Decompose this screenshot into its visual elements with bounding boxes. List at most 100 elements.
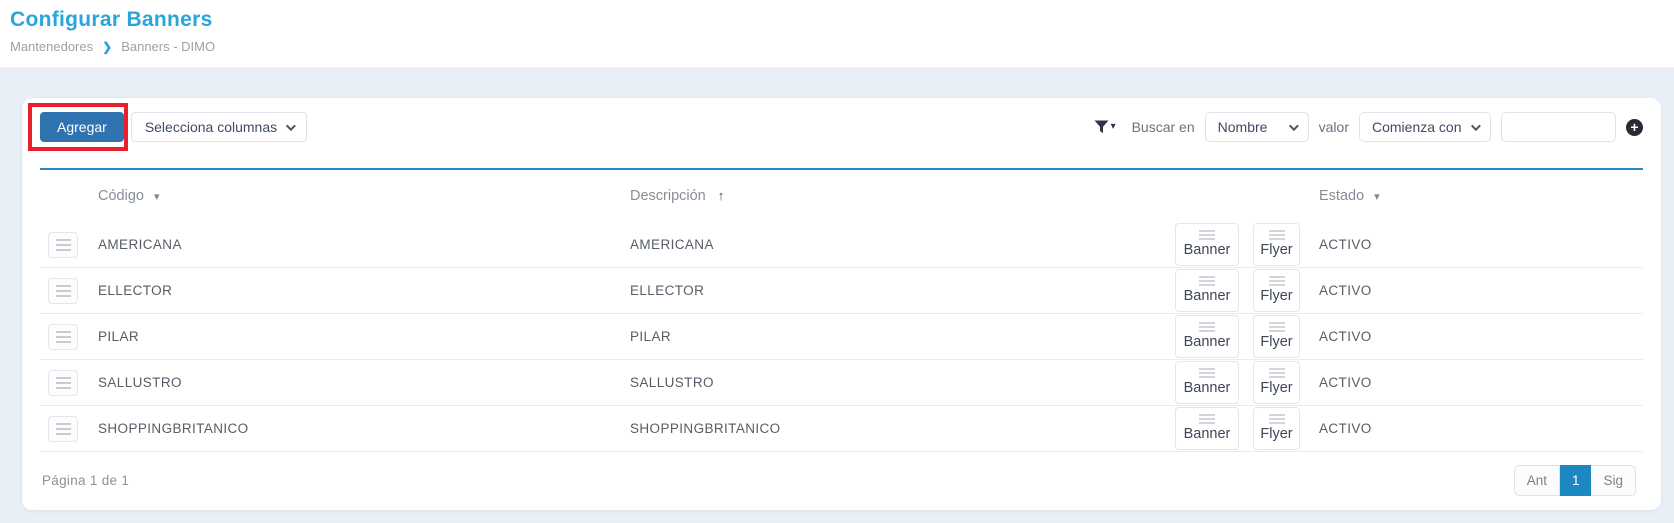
table-row: ELLECTOR ELLECTOR Banner Flyer ACTIVO [40,268,1643,314]
search-operator-value: Comienza con [1372,119,1462,135]
flyer-button[interactable]: Flyer [1253,223,1300,266]
chevron-down-icon [1288,120,1299,131]
flyer-button[interactable]: Flyer [1253,407,1300,450]
table-row: PILAR PILAR Banner Flyer ACTIVO [40,314,1643,360]
search-field-value: Nombre [1217,119,1268,135]
search-field-select[interactable]: Nombre [1204,112,1309,142]
banner-button[interactable]: Banner [1175,407,1239,450]
table-footer: Página 1 de 1 Ant 1 Sig [40,452,1643,508]
cell-estado: ACTIVO [1319,283,1372,298]
agregar-button[interactable]: Agregar [40,112,124,142]
filter-funnel-icon [1094,120,1109,134]
row-menu-button[interactable] [48,369,78,396]
banners-table: Código ▾ Descripción ↑ Estado ▾ AMERICANA A… [40,168,1643,452]
sort-caret-icon: ▾ [153,191,160,203]
hamburger-icon [55,335,71,338]
banner-button[interactable]: Banner [1175,269,1239,312]
header-descripcion[interactable]: Descripción ↑ [630,188,1173,204]
flyer-button[interactable]: Flyer [1253,315,1300,358]
flyer-button-label: Flyer [1260,379,1293,396]
row-menu-button[interactable] [48,277,78,304]
hamburger-icon [1199,233,1215,236]
hamburger-icon [1199,325,1215,328]
cell-codigo: SHOPPINGBRITANICO [98,421,249,436]
banner-button-label: Banner [1183,379,1231,396]
sort-asc-icon: ↑ [717,188,725,203]
breadcrumb: Mantenedores ❯ Banners - DIMO [10,39,1662,54]
header-descripcion-label: Descripción [630,188,706,204]
cell-codigo: PILAR [98,329,140,344]
hamburger-icon [1268,279,1285,282]
filter-button[interactable]: ▾ [1094,120,1116,134]
cell-estado: ACTIVO [1319,421,1372,436]
search-in-label: Buscar en [1131,119,1195,135]
filter-caret-icon: ▾ [1110,121,1116,132]
page-title: Configurar Banners [10,8,213,31]
row-menu-button[interactable] [48,323,78,350]
flyer-button[interactable]: Flyer [1253,361,1300,404]
cell-codigo: AMERICANA [98,237,182,252]
hamburger-icon [1199,279,1215,282]
pagination-current-page[interactable]: 1 [1559,464,1592,496]
flyer-button-label: Flyer [1260,333,1293,350]
banner-button-label: Banner [1183,425,1231,442]
table-row: SALLUSTRO SALLUSTRO Banner Flyer ACTIVO [40,360,1643,406]
sort-caret-icon: ▾ [1374,191,1380,203]
banner-button[interactable]: Banner [1175,361,1239,404]
toolbar: Agregar Selecciona columnas ▾ Buscar en … [40,112,1643,142]
cell-descripcion: SALLUSTRO [630,375,714,390]
breadcrumb-item-banners-dimo: Banners - DIMO [121,39,216,54]
toolbar-left: Agregar Selecciona columnas [40,112,308,142]
pagination-next-button[interactable]: Sig [1591,464,1636,496]
hamburger-icon [1199,371,1215,374]
table-header-row: Código ▾ Descripción ↑ Estado ▾ [40,170,1643,222]
table-row: SHOPPINGBRITANICO SHOPPINGBRITANICO Bann… [40,406,1643,452]
search-operator-select[interactable]: Comienza con [1359,112,1491,142]
banner-button-label: Banner [1183,287,1231,304]
row-menu-button[interactable] [48,415,78,442]
header-estado[interactable]: Estado ▾ [1313,188,1643,204]
cell-descripcion: AMERICANA [630,237,714,252]
chevron-down-icon [1470,120,1481,131]
cell-descripcion: SHOPPINGBRITANICO [630,421,781,436]
cell-descripcion: ELLECTOR [630,283,705,298]
cell-codigo: ELLECTOR [98,283,173,298]
banner-button[interactable]: Banner [1175,223,1239,266]
banner-button[interactable]: Banner [1175,315,1239,358]
hamburger-icon [1268,417,1285,420]
banner-button-label: Banner [1183,333,1231,350]
flyer-button-label: Flyer [1260,287,1293,304]
hamburger-icon [1268,233,1285,236]
hamburger-icon [1268,371,1285,374]
header-codigo-label: Código [98,188,144,204]
hamburger-icon [55,243,71,246]
cell-estado: ACTIVO [1319,375,1372,390]
header-codigo[interactable]: Código ▾ [98,188,630,204]
toolbar-right: ▾ Buscar en Nombre valor Comienza con + [1094,112,1643,142]
hamburger-icon [55,381,71,384]
value-label: valor [1318,119,1349,135]
hamburger-icon [55,289,71,292]
banner-button-label: Banner [1183,241,1231,258]
main-panel: Agregar Selecciona columnas ▾ Buscar en … [22,98,1661,510]
add-filter-icon[interactable]: + [1626,118,1643,136]
breadcrumb-chevron-icon: ❯ [102,39,113,54]
header-estado-label: Estado [1319,188,1365,204]
page-info: Página 1 de 1 [42,472,130,488]
table-row: AMERICANA AMERICANA Banner Flyer ACTIVO [40,222,1643,268]
cell-estado: ACTIVO [1319,329,1372,344]
select-columns-button[interactable]: Selecciona columnas [130,112,308,142]
search-value-input[interactable] [1501,112,1616,142]
flyer-button-label: Flyer [1260,425,1293,442]
page-header: Configurar Banners Mantenedores ❯ Banner… [0,0,1674,68]
chevron-down-icon [286,120,296,131]
cell-estado: ACTIVO [1319,237,1372,252]
pagination-prev-button[interactable]: Ant [1513,464,1560,496]
row-menu-button[interactable] [48,231,78,258]
pagination: Ant 1 Sig [1513,464,1636,496]
cell-descripcion: PILAR [630,329,672,344]
breadcrumb-item-mantenedores[interactable]: Mantenedores [10,39,94,54]
hamburger-icon [55,427,71,430]
select-columns-label: Selecciona columnas [144,119,278,135]
flyer-button[interactable]: Flyer [1253,269,1300,312]
